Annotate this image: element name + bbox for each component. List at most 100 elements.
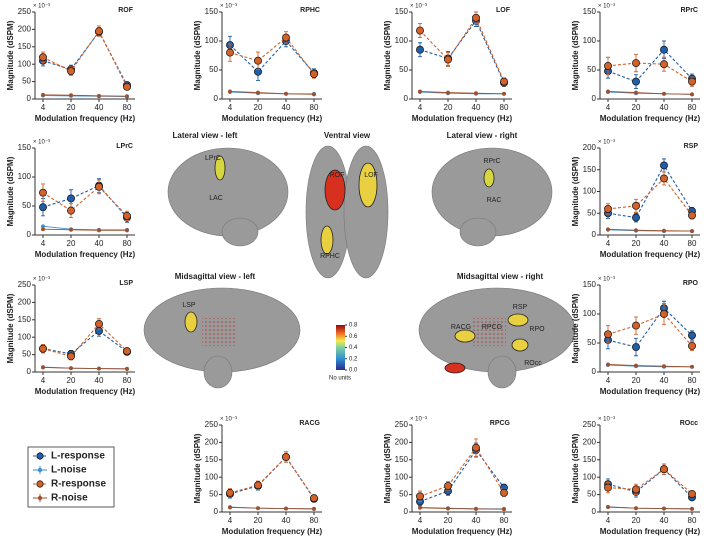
- y-tick-label: 150: [18, 143, 32, 152]
- chart: 0 50 100 150 4 20 40 80 Modulation frequency (Hz…: [383, 4, 512, 124]
- brain-images: [143, 145, 576, 389]
- y-multiplier: × 10⁻³: [598, 417, 615, 423]
- y-tick-label: 250: [205, 420, 219, 429]
- x-tick-label: 20: [67, 103, 76, 112]
- chart-title: LPrC: [116, 143, 133, 150]
- x-tick-label: 80: [123, 103, 132, 112]
- data-point: [660, 310, 668, 318]
- y-tick-label: 50: [587, 338, 596, 347]
- view-title: Lateral view - left: [173, 131, 238, 140]
- y-tick-label: 0: [592, 367, 597, 376]
- data-point: [226, 488, 234, 497]
- y-multiplier: × 10⁻³: [410, 417, 427, 423]
- data-point: [662, 228, 666, 233]
- series-line: [419, 91, 505, 95]
- x-tick-label: 80: [500, 103, 509, 112]
- data-point: [632, 213, 640, 222]
- y-axis-label: Magnitude (dSPM): [571, 293, 580, 363]
- data-point: [688, 331, 696, 340]
- data-point: [500, 488, 508, 497]
- data-point: [606, 505, 610, 510]
- y-axis-label: Magnitude (dSPM): [383, 20, 392, 90]
- data-point: [472, 13, 480, 22]
- legend-marker: [37, 495, 43, 501]
- y-multiplier: × 10⁻³: [220, 4, 237, 10]
- y-tick-label: 150: [583, 165, 597, 174]
- series-line: [42, 94, 128, 97]
- roi-label: RPHC: [320, 253, 340, 260]
- data-point: [416, 45, 424, 54]
- data-point: [282, 33, 290, 42]
- data-point: [604, 483, 612, 492]
- roi-label: LSP: [182, 302, 196, 309]
- chart: 0 50 100 150 4 20 40 80 Modulation frequency (Hz…: [571, 277, 700, 397]
- data-point: [606, 362, 610, 367]
- chart: 0 50 100 150 4 20 40 80 Modulation frequency (Hz…: [193, 4, 322, 124]
- series-line: [607, 506, 693, 510]
- series-line: [42, 367, 128, 370]
- x-tick-label: 4: [606, 239, 611, 248]
- y-tick-label: 250: [395, 420, 409, 429]
- y-tick-label: 0: [592, 94, 597, 103]
- roi-label: ROF: [330, 172, 345, 179]
- series-line: [607, 468, 693, 495]
- roi-label: ROcc: [524, 360, 542, 367]
- view-title: Midsagittal view - left: [175, 272, 256, 281]
- series-line: [229, 456, 315, 500]
- series-line: [42, 186, 128, 217]
- data-point: [634, 90, 638, 95]
- series-line: [419, 449, 505, 503]
- y-tick-label: 50: [209, 490, 218, 499]
- y-tick-label: 250: [583, 420, 597, 429]
- data-point: [632, 343, 640, 352]
- y-tick-label: 100: [18, 59, 32, 68]
- x-tick-label: 20: [444, 516, 453, 525]
- y-axis-label: Magnitude (dSPM): [571, 433, 580, 503]
- y-tick-label: 0: [27, 94, 32, 103]
- x-tick-label: 80: [688, 516, 697, 525]
- data-point: [256, 506, 260, 511]
- roi-label: LAC: [209, 195, 223, 202]
- x-tick-label: 40: [660, 103, 669, 112]
- data-point: [660, 174, 668, 183]
- data-point: [474, 506, 478, 511]
- data-point: [41, 227, 45, 232]
- y-tick-label: 150: [205, 7, 219, 16]
- y-axis-label: Magnitude (dSPM): [571, 156, 580, 226]
- y-tick-label: 150: [18, 42, 32, 51]
- series-line: [607, 48, 693, 83]
- x-tick-label: 80: [688, 103, 697, 112]
- y-tick-label: 50: [22, 77, 31, 86]
- roi-label: RAC: [487, 197, 502, 204]
- x-tick-label: 80: [500, 516, 509, 525]
- x-tick-label: 4: [41, 103, 46, 112]
- y-multiplier: × 10⁻³: [33, 277, 50, 283]
- colorbar-tick-label: 0.0: [349, 368, 358, 374]
- x-tick-label: 4: [418, 103, 423, 112]
- x-tick-label: 80: [688, 376, 697, 385]
- data-point: [472, 443, 480, 452]
- y-tick-label: 50: [399, 490, 408, 499]
- data-point: [634, 506, 638, 511]
- data-point: [418, 89, 422, 94]
- x-tick-label: 4: [606, 103, 611, 112]
- series-line: [607, 164, 693, 219]
- chart: 0 50 100 150 200 250 4 20 40 80 Modulation frequen…: [571, 417, 700, 537]
- y-tick-label: 0: [214, 507, 219, 516]
- data-point: [632, 59, 640, 67]
- roi-label: RACG: [451, 324, 471, 331]
- series-line: [42, 185, 128, 218]
- x-tick-label: 40: [95, 376, 104, 385]
- y-axis-label: Magnitude (dSPM): [571, 20, 580, 90]
- data-point: [688, 489, 696, 498]
- series-line: [42, 323, 128, 357]
- x-tick-label: 40: [282, 516, 291, 525]
- data-point: [660, 60, 668, 69]
- data-point: [39, 344, 47, 353]
- x-tick-label: 4: [418, 516, 423, 525]
- x-tick-label: 20: [67, 376, 76, 385]
- y-multiplier: × 10⁻³: [410, 4, 427, 10]
- roi-label: RPCG: [482, 324, 502, 331]
- chart-title: ROF: [118, 7, 134, 14]
